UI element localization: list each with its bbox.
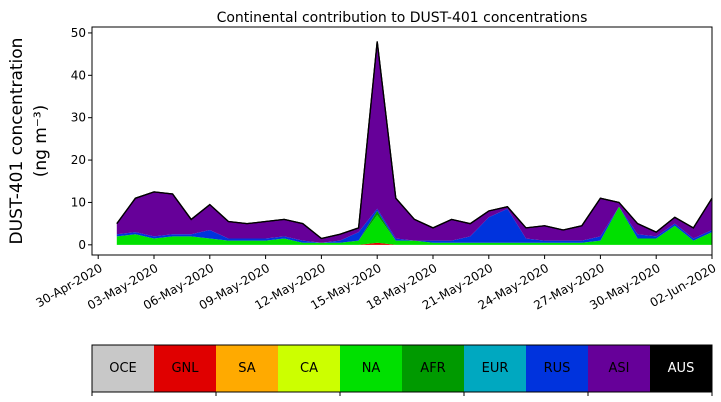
legend-label: ASI: [609, 361, 630, 376]
y-axis-label: DUST-401 concentration: [7, 38, 27, 245]
legend-label: CA: [300, 361, 318, 376]
legend-swatch: [526, 345, 588, 392]
y-tick-label: 10: [71, 195, 86, 209]
plot-frame: [91, 26, 713, 256]
legend-label: GNL: [171, 361, 199, 376]
legend-label: AFR: [420, 361, 445, 376]
legend-label: AUS: [668, 361, 695, 376]
legend-label: EUR: [482, 361, 509, 376]
chart-title: Continental contribution to DUST-401 con…: [217, 10, 588, 26]
legend-label: RUS: [544, 361, 571, 376]
legend-swatch: [650, 345, 712, 392]
area: [116, 206, 713, 245]
legend-swatch: [464, 345, 526, 392]
y-tick-label: 20: [71, 153, 86, 167]
legend-swatch: [402, 345, 464, 392]
y-tick-label: 0: [78, 238, 86, 252]
legend-swatch: [154, 345, 216, 392]
legend-label: NA: [362, 361, 381, 376]
legend-label: OCE: [109, 361, 137, 376]
legend-swatch: [278, 345, 340, 392]
area: [116, 41, 713, 243]
y-tick-label: 50: [71, 26, 86, 40]
legend-swatch: [92, 345, 154, 392]
y-axis-label: (ng m⁻³): [31, 105, 51, 178]
area-outline: [116, 41, 713, 240]
y-tick-label: 40: [71, 68, 86, 82]
legend-label: SA: [238, 361, 255, 376]
legend-swatch: [216, 345, 278, 392]
legend-swatch: [588, 345, 650, 392]
y-tick-label: 30: [71, 111, 86, 125]
legend-frame: [91, 344, 713, 393]
legend-swatch: [340, 345, 402, 392]
